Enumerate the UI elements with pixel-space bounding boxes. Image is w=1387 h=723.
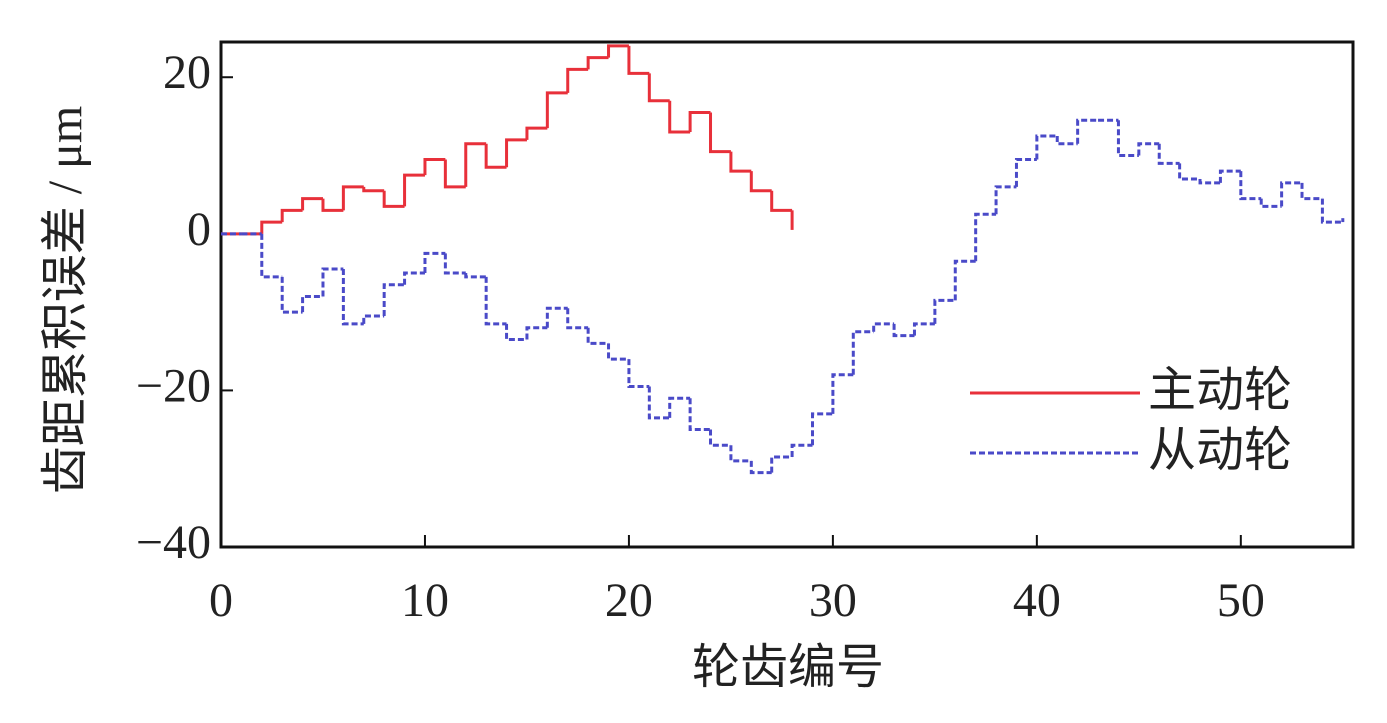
step-segment <box>260 233 283 279</box>
step-segment <box>851 330 874 375</box>
step-segment <box>749 171 772 193</box>
step-segment <box>627 359 650 388</box>
x-tick-label: 50 <box>1217 574 1265 627</box>
step-segment <box>525 126 548 140</box>
y-tick-label: 0 <box>187 203 211 256</box>
step-segment <box>1280 181 1303 207</box>
step-segment <box>362 186 385 193</box>
x-tick-label: 10 <box>401 574 449 627</box>
step-segment <box>1157 143 1180 165</box>
step-segment <box>586 327 609 345</box>
step-segment <box>607 44 629 58</box>
step-segment <box>1055 135 1078 146</box>
step-segment <box>280 208 303 223</box>
step-segment <box>688 398 711 432</box>
plot-frame <box>219 40 1355 549</box>
step-segment <box>586 56 609 70</box>
step-segment <box>301 197 323 211</box>
step-segment <box>1300 182 1323 201</box>
x-axis-label: 轮齿编号 <box>692 641 884 694</box>
step-segment <box>912 322 935 336</box>
step-segment <box>994 185 1017 215</box>
step-segment <box>1014 157 1037 187</box>
step-segment <box>1320 198 1343 224</box>
y-tick-label: −20 <box>136 359 211 412</box>
step-segment <box>1198 179 1221 185</box>
step-segment <box>423 157 446 176</box>
step-segment <box>545 306 568 328</box>
step-segment <box>484 276 507 326</box>
step-segment <box>709 429 731 447</box>
step-segment <box>321 267 344 297</box>
step-segment <box>301 294 323 313</box>
step-segment <box>688 110 711 133</box>
step-segment <box>566 67 589 93</box>
step-segment <box>545 91 568 129</box>
step-segment <box>321 198 344 212</box>
step-segment <box>403 173 425 207</box>
step-segment <box>974 212 997 262</box>
legend-label: 主动轮 <box>1148 364 1292 417</box>
plot-area <box>221 44 1345 475</box>
step-segment <box>362 314 385 324</box>
step-segment <box>933 298 956 324</box>
step-segment <box>872 322 895 332</box>
step-segment <box>443 253 466 275</box>
step-segment <box>729 151 752 173</box>
step-segment <box>770 190 793 212</box>
step-segment <box>403 271 425 285</box>
step-segment <box>260 220 283 234</box>
x-tick-label: 20 <box>605 574 653 627</box>
y-axis-label: 齿距累积误差 / μm <box>39 106 92 494</box>
step-segment <box>341 269 364 326</box>
step-segment <box>953 259 976 301</box>
step-segment <box>892 323 915 338</box>
step-segment <box>1259 198 1282 208</box>
step-segment <box>770 455 793 473</box>
step-segment <box>1076 118 1099 144</box>
x-tick-label: 30 <box>809 574 857 627</box>
step-segment <box>525 326 548 340</box>
step-segment <box>729 445 752 463</box>
step-segment <box>464 272 487 279</box>
step-segment <box>423 251 446 273</box>
step-segment <box>749 460 772 475</box>
step-segment <box>607 343 629 361</box>
step-segment <box>1239 171 1262 201</box>
y-tick-label: −40 <box>136 516 211 569</box>
step-segment <box>647 73 670 103</box>
step-segment <box>505 138 527 168</box>
step-segment <box>668 396 691 418</box>
x-tick-label: 0 <box>209 574 233 627</box>
step-segment <box>709 112 731 154</box>
step-segment <box>280 276 303 314</box>
step-segment <box>505 323 527 342</box>
step-segment <box>627 45 650 75</box>
step-segment <box>1137 142 1160 156</box>
step-segment <box>464 142 487 187</box>
y-tick-label: 20 <box>163 46 211 99</box>
step-segment <box>810 412 833 446</box>
step-segment <box>566 308 589 330</box>
step-segment <box>1116 120 1139 158</box>
step-segment <box>382 283 405 317</box>
step-segment <box>647 386 670 420</box>
step-segment <box>484 143 507 169</box>
step-segment <box>1178 163 1201 181</box>
step-segment <box>790 443 813 457</box>
step-segment <box>1218 169 1241 183</box>
legend-label: 从动轮 <box>1148 424 1292 477</box>
step-segment <box>668 100 691 134</box>
x-tick-label: 40 <box>1013 574 1061 627</box>
step-segment <box>443 159 466 189</box>
step-segment <box>341 185 364 211</box>
step-segment <box>1035 134 1058 160</box>
step-segment <box>831 373 854 414</box>
step-segment <box>382 190 405 208</box>
